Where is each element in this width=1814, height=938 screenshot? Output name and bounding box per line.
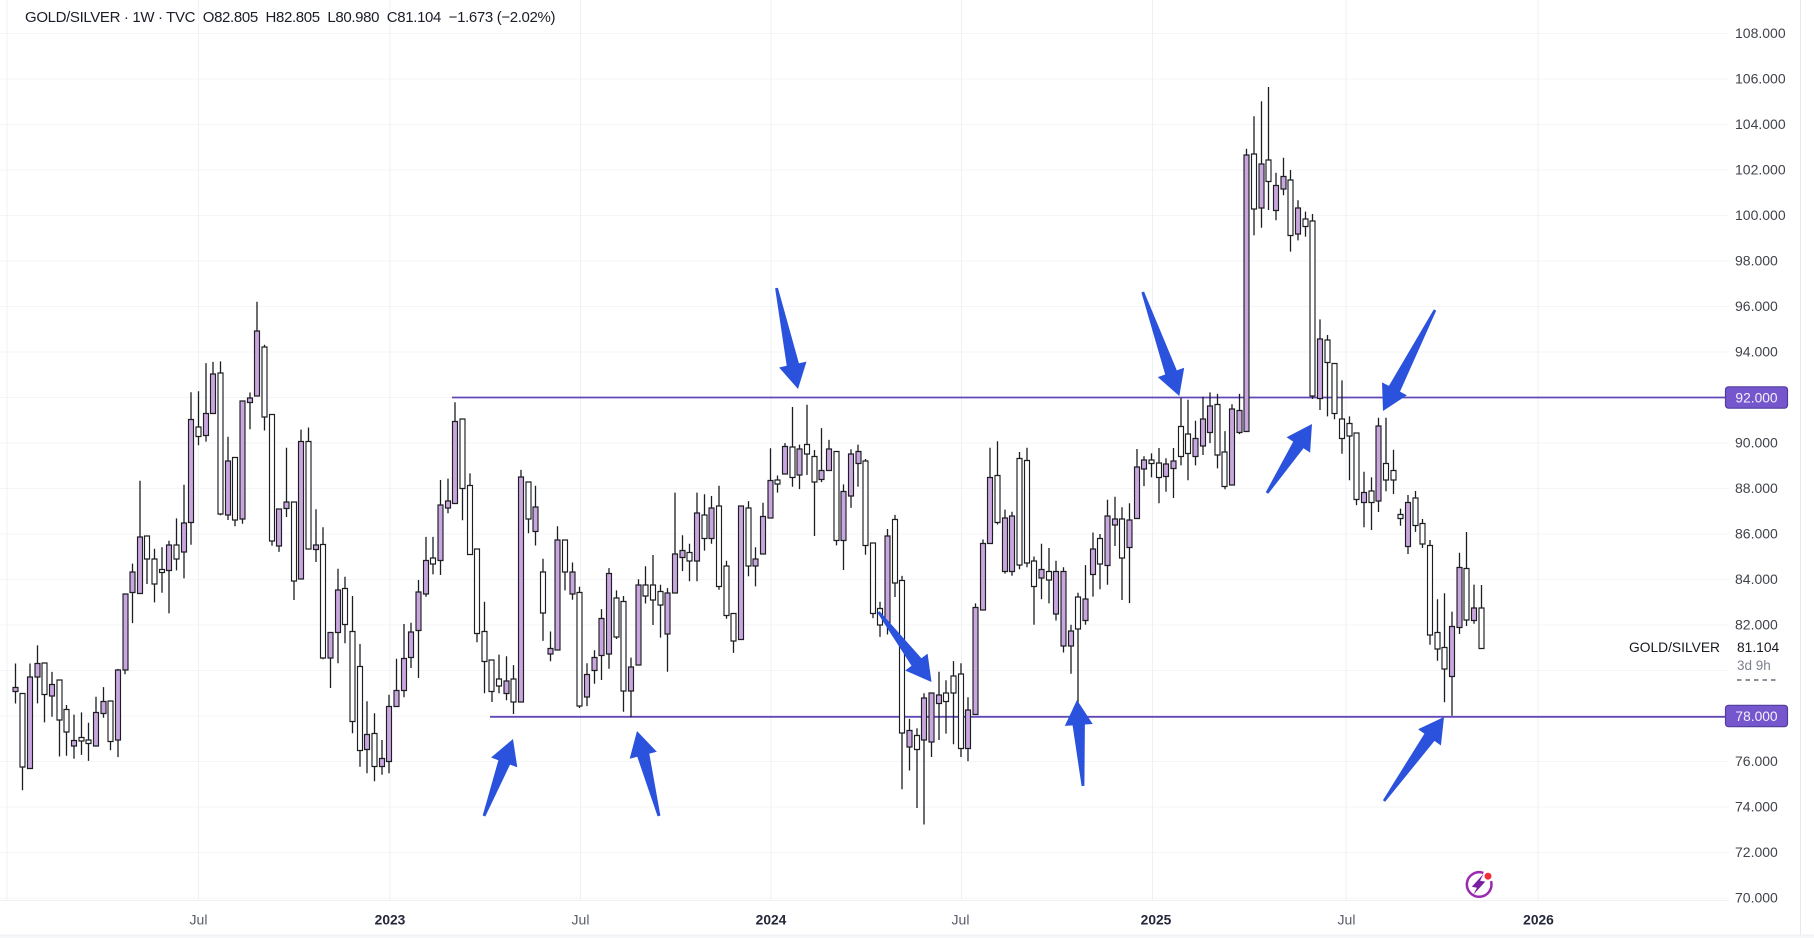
svg-text:74.000: 74.000	[1735, 799, 1778, 815]
svg-text:84.000: 84.000	[1735, 571, 1778, 587]
svg-text:104.000: 104.000	[1735, 116, 1786, 132]
svg-text:3d 9h: 3d 9h	[1737, 658, 1771, 673]
svg-text:106.000: 106.000	[1735, 71, 1786, 87]
svg-text:2024: 2024	[756, 913, 787, 928]
svg-text:Jul: Jul	[1338, 912, 1356, 928]
svg-text:2026: 2026	[1523, 913, 1554, 928]
svg-text:Jul: Jul	[572, 912, 590, 928]
svg-text:2023: 2023	[375, 913, 406, 928]
svg-text:88.000: 88.000	[1735, 480, 1778, 496]
svg-text:78.000: 78.000	[1735, 709, 1778, 724]
svg-text:72.000: 72.000	[1735, 844, 1778, 860]
svg-text:86.000: 86.000	[1735, 526, 1778, 542]
svg-text:Jul: Jul	[952, 912, 970, 928]
svg-text:2025: 2025	[1141, 913, 1172, 928]
svg-text:81.104: 81.104	[1737, 640, 1780, 655]
svg-text:100.000: 100.000	[1735, 207, 1786, 223]
svg-text:GOLD/SILVER · 1W · TVC O82.80: GOLD/SILVER · 1W · TVC O82.805 H82.805 L…	[25, 9, 556, 26]
svg-text:76.000: 76.000	[1735, 753, 1778, 769]
svg-text:96.000: 96.000	[1735, 298, 1778, 314]
svg-text:102.000: 102.000	[1735, 162, 1786, 178]
svg-text:90.000: 90.000	[1735, 435, 1778, 451]
svg-text:70.000: 70.000	[1735, 890, 1778, 906]
svg-text:GOLD/SILVER: GOLD/SILVER	[1629, 640, 1720, 655]
svg-text:94.000: 94.000	[1735, 344, 1778, 360]
svg-text:82.000: 82.000	[1735, 617, 1778, 633]
svg-text:98.000: 98.000	[1735, 253, 1778, 269]
svg-text:108.000: 108.000	[1735, 25, 1786, 41]
svg-text:92.000: 92.000	[1735, 391, 1778, 406]
svg-text:Jul: Jul	[190, 912, 208, 928]
